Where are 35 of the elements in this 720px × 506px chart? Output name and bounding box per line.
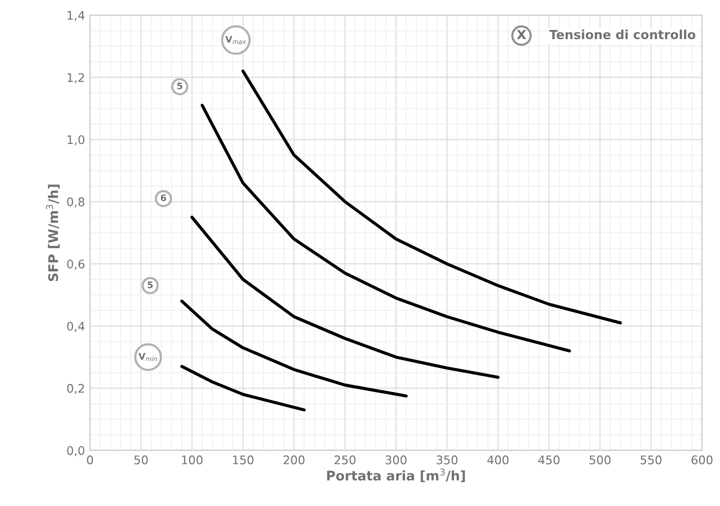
line-series — [180, 300, 408, 398]
y-tick-label: 1,4 — [68, 11, 84, 22]
y-axis-title: SFP [W/m$^{3}$/h] — [46, 184, 60, 282]
y-tick-label: 0,0 — [67, 446, 84, 456]
y-tick-label: 1,0 — [68, 135, 84, 146]
x-tick-label: 350 — [436, 455, 458, 464]
x-tick-label: 100 — [182, 455, 202, 464]
y-tick-label: 0,4 — [67, 322, 84, 332]
annotation: V$_{max}$ — [225, 36, 246, 44]
y-tick-label: 0,8 — [67, 197, 84, 208]
x-tick-label: 450 — [538, 455, 560, 464]
x-tick-label: 200 — [284, 455, 304, 464]
x-tick-label: 250 — [334, 455, 356, 464]
x-axis-title: Portata aria [m$^{3}$/h] — [327, 468, 465, 482]
annotation: V$_{min}$ — [138, 352, 158, 362]
annotation: 5 — [177, 82, 182, 90]
annotation: X — [516, 30, 526, 40]
y-tick-label: 1,2 — [68, 73, 84, 84]
x-tick-label: 500 — [590, 455, 610, 464]
x-tick-label: 300 — [386, 455, 406, 464]
x-tick-label: 550 — [640, 455, 662, 464]
x-tick-label: 0 — [87, 455, 93, 464]
x-tick-label: 150 — [233, 455, 254, 464]
line-series — [190, 216, 500, 379]
annotation: 6 — [160, 194, 166, 202]
line-series — [180, 364, 306, 412]
line-series — [241, 70, 622, 324]
y-tick-label: 0,2 — [67, 384, 84, 394]
y-tick-label: 0,6 — [67, 260, 84, 270]
x-tick-label: 600 — [692, 455, 712, 464]
line-series — [200, 104, 571, 352]
annotation: 5 — [148, 282, 153, 288]
x-tick-label: 400 — [487, 455, 508, 464]
annotation: Tensione di controllo — [549, 30, 696, 40]
x-tick-label: 50 — [134, 455, 148, 464]
